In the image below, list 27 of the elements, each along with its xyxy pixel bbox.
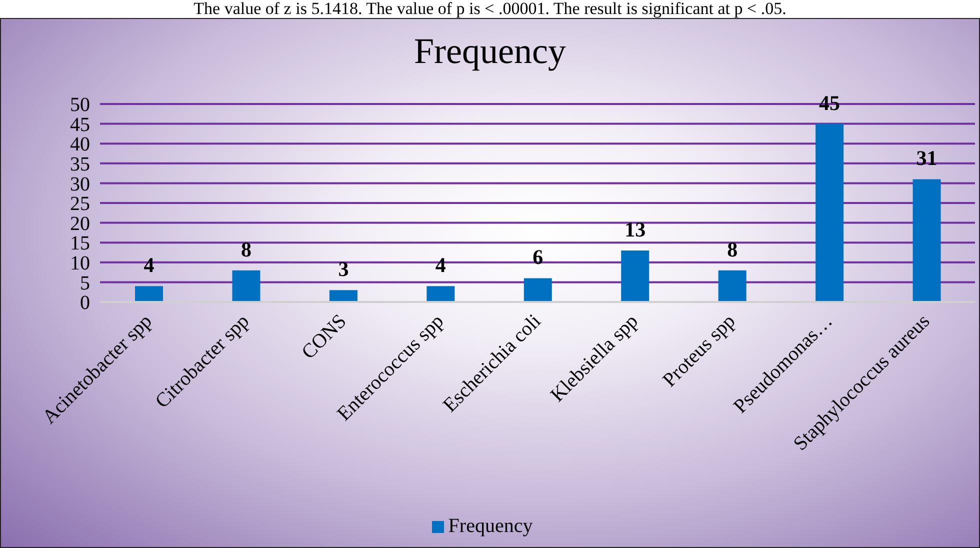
y-tick-label: 25: [70, 193, 90, 216]
legend-label: Frequency: [448, 515, 533, 537]
y-tick-label: 40: [70, 134, 90, 156]
bar: [621, 250, 650, 302]
chart-title: Frequency: [413, 30, 567, 72]
y-tick-label: 10: [70, 252, 90, 274]
y-tick-label: 50: [70, 94, 90, 116]
y-tick-label: 0: [80, 292, 90, 314]
data-label: 3: [338, 257, 349, 282]
bar: [718, 270, 746, 302]
bar: [329, 290, 358, 302]
y-tick-label: 45: [70, 114, 90, 136]
y-tick-label: 5: [80, 272, 90, 294]
y-tick-label: 15: [70, 232, 90, 255]
data-label: 13: [624, 218, 646, 242]
bar: [912, 179, 941, 302]
bar: [426, 286, 455, 302]
y-tick-label: 35: [70, 154, 90, 176]
bar: [135, 286, 163, 302]
data-label: 8: [240, 237, 252, 262]
bar: [816, 124, 844, 302]
data-label: 8: [727, 237, 738, 262]
y-tick-label: 20: [70, 212, 90, 235]
bar: [524, 278, 552, 302]
y-tick-label: 30: [70, 173, 90, 196]
bar: [232, 270, 260, 302]
text: The value of z is 5.1418. The value of p is < .00001. The result is significant at p < .05.: [194, 0, 786, 18]
